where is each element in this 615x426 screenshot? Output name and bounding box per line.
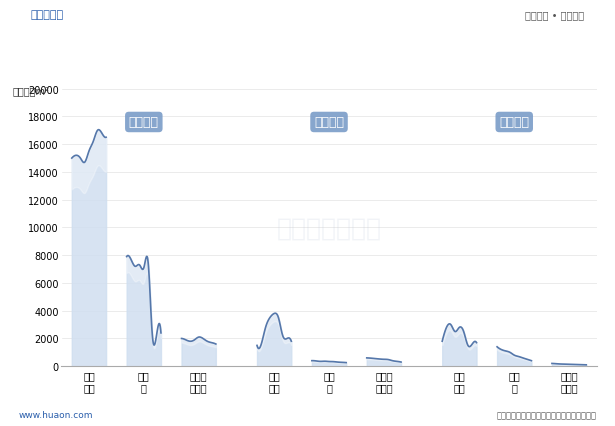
Text: 数据来源：国家统计局；华经产业研究院整理: 数据来源：国家统计局；华经产业研究院整理 (496, 411, 597, 420)
Text: 施工面积: 施工面积 (129, 116, 159, 129)
Text: 新开面积: 新开面积 (314, 116, 344, 129)
Text: 竣工面积: 竣工面积 (499, 116, 530, 129)
Text: 2016-2024年1-10月上海市房地产施工面积情况: 2016-2024年1-10月上海市房地产施工面积情况 (143, 40, 472, 58)
Text: 专业严谨 • 客观科学: 专业严谨 • 客观科学 (525, 10, 584, 20)
Text: 华经产业研究院: 华经产业研究院 (277, 216, 381, 240)
Text: 华经情报网: 华经情报网 (31, 10, 64, 20)
Text: www.huaon.com: www.huaon.com (18, 411, 93, 420)
Text: 单位：万m²: 单位：万m² (12, 86, 49, 96)
